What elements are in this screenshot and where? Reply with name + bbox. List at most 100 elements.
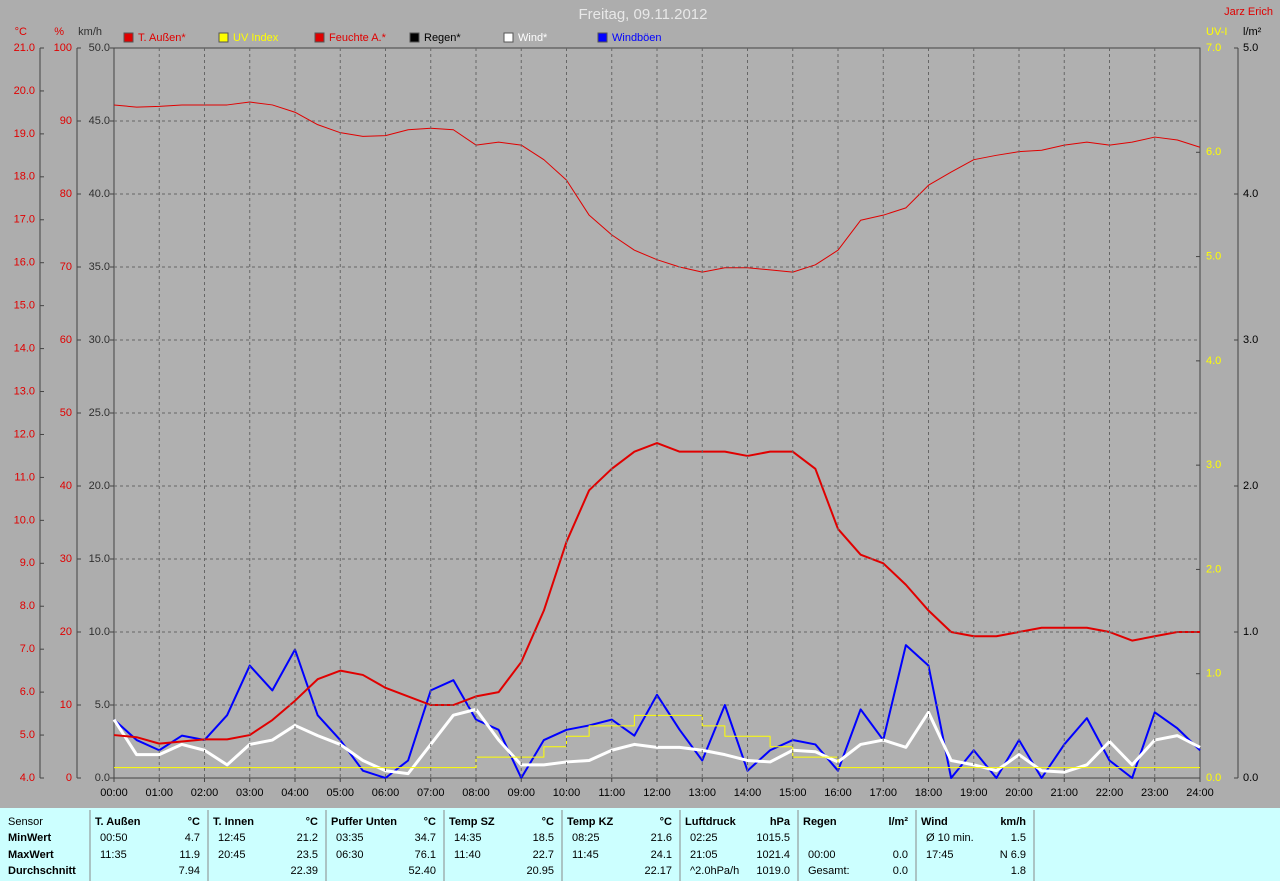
row-label: Durchschnitt: [8, 865, 76, 877]
row-label: MinWert: [8, 832, 52, 844]
y-tick-label: 5.0: [1243, 42, 1258, 54]
y-tick-label: 30: [60, 553, 72, 565]
cell-value: 0.0: [893, 849, 908, 861]
cell-time: 12:45: [218, 832, 246, 844]
y-tick-label: 5.0: [1206, 250, 1221, 262]
y-tick-label: 7.0: [1206, 42, 1221, 54]
y-tick-label: 90: [60, 115, 72, 127]
x-tick-label: 07:00: [417, 787, 445, 799]
cell-value: 11.9: [179, 849, 200, 861]
y-tick-label: 4.0: [20, 772, 35, 784]
x-tick-label: 10:00: [553, 787, 581, 799]
x-tick-label: 15:00: [779, 787, 807, 799]
cell-time: ^2.0hPa/h: [690, 865, 739, 877]
cell-value: 4.7: [185, 832, 200, 844]
x-tick-label: 12:00: [643, 787, 671, 799]
cell-value: 1019.0: [756, 865, 790, 877]
cell-value: N 6.9: [1000, 849, 1026, 861]
y-tick-label: 20: [60, 626, 72, 638]
legend-swatch: [218, 32, 229, 43]
cell-time: 02:25: [690, 832, 718, 844]
legend-label: Wind*: [518, 32, 548, 44]
y-tick-label: 14.0: [14, 342, 35, 354]
y-tick-label: 15.0: [14, 300, 35, 312]
y-tick-label: 80: [60, 188, 72, 200]
y-tick-label: 10.0: [89, 626, 110, 638]
y-tick-label: 4.0: [1206, 355, 1221, 367]
cell-value: 1021.4: [756, 849, 790, 861]
cell-time: 21:05: [690, 849, 718, 861]
y-tick-label: 50: [60, 407, 72, 419]
y-tick-label: 40: [60, 480, 72, 492]
cell-time: 03:35: [336, 832, 364, 844]
legend-label: Regen*: [424, 32, 461, 44]
y-tick-label: 0.0: [1243, 772, 1258, 784]
x-tick-label: 05:00: [326, 787, 354, 799]
y-tick-label: 10.0: [14, 514, 35, 526]
cell-time: 06:30: [336, 849, 364, 861]
col-header: T. Außen: [95, 816, 141, 828]
y-tick-label: 25.0: [89, 407, 110, 419]
y-tick-label: 15.0: [89, 553, 110, 565]
cell-time: 14:35: [454, 832, 482, 844]
y-tick-label: 5.0: [20, 729, 35, 741]
y-tick-label: 2.0: [1206, 563, 1221, 575]
x-tick-label: 20:00: [1005, 787, 1033, 799]
y-tick-label: 20.0: [14, 85, 35, 97]
col-header: Regen: [803, 816, 837, 828]
col-unit: hPa: [770, 816, 791, 828]
y-tick-label: 7.0: [20, 643, 35, 655]
cell-value: 1015.5: [756, 832, 790, 844]
col-unit: °C: [306, 816, 318, 828]
x-tick-label: 21:00: [1050, 787, 1078, 799]
y-tick-label: 0: [66, 772, 72, 784]
cell-value: 52.40: [408, 865, 436, 877]
row-label: MaxWert: [8, 849, 54, 861]
cell-time: 00:50: [100, 832, 128, 844]
col-header: Wind: [921, 816, 948, 828]
legend-label: UV Index: [233, 32, 279, 44]
series-line: [112, 707, 1201, 776]
cell-time: Ø 10 min.: [926, 832, 974, 844]
x-tick-label: 01:00: [145, 787, 173, 799]
col-header: Luftdruck: [685, 816, 737, 828]
axis-label: °C: [15, 26, 27, 38]
x-tick-label: 14:00: [734, 787, 762, 799]
y-tick-label: 8.0: [20, 600, 35, 612]
author: Jarz Erich: [1224, 6, 1273, 18]
y-tick-label: 3.0: [1243, 334, 1258, 346]
legend-label: Feuchte A.*: [329, 32, 387, 44]
x-tick-label: 13:00: [688, 787, 716, 799]
y-tick-label: 12.0: [14, 428, 35, 440]
cell-time: 20:45: [218, 849, 246, 861]
row-label: Sensor: [8, 816, 43, 828]
y-tick-label: 4.0: [1243, 188, 1258, 200]
cell-value: 20.95: [526, 865, 554, 877]
col-unit: °C: [424, 816, 436, 828]
legend-swatch: [123, 32, 134, 43]
y-tick-label: 13.0: [14, 385, 35, 397]
x-tick-label: 08:00: [462, 787, 490, 799]
y-tick-label: 40.0: [89, 188, 110, 200]
cell-value: 23.5: [297, 849, 318, 861]
x-tick-label: 23:00: [1141, 787, 1169, 799]
y-tick-label: 11.0: [14, 471, 35, 483]
y-tick-label: 45.0: [89, 115, 110, 127]
y-tick-label: 18.0: [14, 171, 35, 183]
chart-title: Freitag, 09.11.2012: [579, 6, 708, 23]
cell-value: 1.8: [1011, 865, 1026, 877]
y-tick-label: 100: [54, 42, 72, 54]
legend-swatch: [597, 32, 608, 43]
col-header: T. Innen: [213, 816, 254, 828]
x-tick-label: 18:00: [915, 787, 943, 799]
cell-value: 21.6: [651, 832, 672, 844]
y-tick-label: 6.0: [1206, 146, 1221, 158]
cell-value: 76.1: [415, 849, 436, 861]
y-tick-label: 3.0: [1206, 459, 1221, 471]
x-tick-label: 16:00: [824, 787, 852, 799]
cell-time: 11:45: [572, 849, 599, 861]
cell-time: 17:45: [926, 849, 954, 861]
cell-value: 22.39: [290, 865, 318, 877]
cell-time: Gesamt:: [808, 865, 850, 877]
col-header: Temp SZ: [449, 816, 495, 828]
